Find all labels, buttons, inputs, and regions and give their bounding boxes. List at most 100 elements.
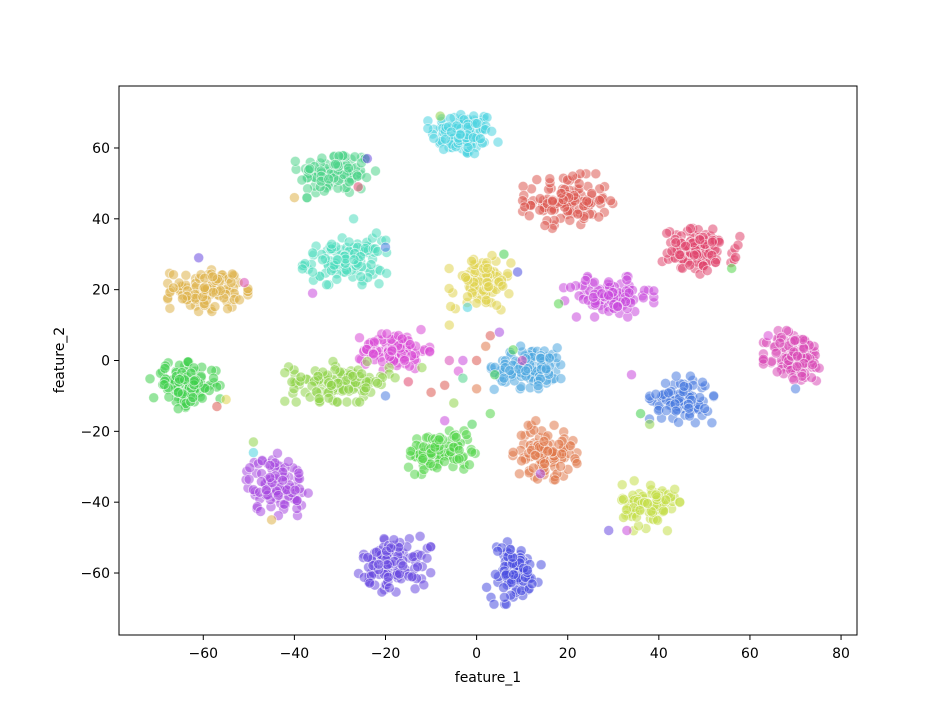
cluster-3-point <box>348 254 360 266</box>
y-axis-ticks: −60 −40 −20 0 20 40 60 <box>80 141 119 582</box>
scatter-point <box>489 369 501 381</box>
cluster-1-point <box>370 165 381 177</box>
cluster-17-point <box>645 479 656 491</box>
cluster-12-point <box>172 403 184 415</box>
cluster-17-point <box>634 504 646 516</box>
cluster-17-point <box>616 479 628 491</box>
scatter-point <box>425 386 437 398</box>
cluster-16-point <box>272 489 284 501</box>
cluster-13-point <box>683 402 695 414</box>
x-tick-label: 20 <box>559 646 577 662</box>
cluster-2-point <box>572 208 584 220</box>
cluster-3-point <box>343 236 355 248</box>
cluster-18-point <box>421 552 433 564</box>
cluster-7-point <box>565 281 576 293</box>
cluster-17-point <box>674 496 686 508</box>
cluster-2-point <box>564 214 576 226</box>
cluster-7-point <box>589 276 600 288</box>
cluster-16-point <box>302 487 314 499</box>
cluster-6-point <box>443 263 455 274</box>
cluster-0-point <box>486 125 498 137</box>
cluster-1-point <box>302 183 314 195</box>
cluster-9-point <box>807 359 818 371</box>
scatter-point <box>211 401 223 412</box>
cluster-11-point <box>360 382 372 394</box>
cluster-12-point <box>174 373 185 385</box>
cluster-14-point <box>463 459 475 471</box>
cluster-2-point <box>531 174 543 186</box>
cluster-11-point <box>290 396 302 408</box>
y-tick-label: −20 <box>80 424 110 440</box>
cluster-14-point <box>403 461 414 473</box>
cluster-12-point <box>148 392 160 404</box>
scatter-point <box>498 248 510 260</box>
cluster-13-point <box>699 403 711 414</box>
cluster-17-point <box>642 498 653 509</box>
cluster-1-point <box>301 192 313 204</box>
cluster-3-point <box>373 278 385 290</box>
cluster-4-point <box>674 249 685 261</box>
scatter-point <box>266 514 278 526</box>
scatter-point <box>439 415 451 427</box>
cluster-9-point <box>770 347 782 359</box>
cluster-11-point <box>389 372 401 384</box>
cluster-19-point <box>508 569 519 580</box>
cluster-19-point <box>481 582 493 593</box>
cluster-12-point <box>172 387 184 398</box>
cluster-9-point <box>774 337 786 349</box>
cluster-14-point <box>433 434 445 446</box>
x-axis-label: feature_1 <box>455 670 521 686</box>
cluster-7-point <box>589 311 600 323</box>
cluster-11-point <box>279 367 291 379</box>
scatter-point <box>247 447 259 459</box>
cluster-0-point <box>445 126 457 138</box>
cluster-18-point <box>385 542 397 554</box>
cluster-11-point <box>312 370 324 382</box>
cluster-2-point <box>594 194 605 206</box>
scatter-point <box>507 344 519 356</box>
cluster-8-point <box>386 345 398 357</box>
cluster-7-point <box>648 285 660 297</box>
cluster-19-point <box>535 559 547 571</box>
cluster-2-point <box>593 211 605 223</box>
cluster-0-point <box>471 118 483 129</box>
scatter-point <box>498 372 510 384</box>
cluster-12-point <box>158 379 170 391</box>
cluster-3-point <box>296 263 308 275</box>
cluster-5-point <box>207 286 219 298</box>
cluster-13-point <box>670 405 682 417</box>
cluster-15-point <box>538 435 550 447</box>
cluster-13-point <box>689 417 701 429</box>
x-axis-ticks: −60 −40 −20 0 20 40 60 80 <box>189 635 850 662</box>
cluster-15-point <box>529 449 541 461</box>
scatter-point <box>762 330 774 342</box>
scatter-point <box>416 362 428 374</box>
cluster-15-point <box>565 440 576 452</box>
cluster-18-point <box>373 558 385 570</box>
cluster-2-point <box>605 195 616 207</box>
cluster-11-point <box>361 356 373 367</box>
cluster-2-point <box>555 187 567 199</box>
cluster-16-point <box>293 467 305 479</box>
cluster-11-point <box>325 380 337 391</box>
cluster-17-point <box>652 515 663 526</box>
cluster-5-point <box>209 301 221 313</box>
scatter-point <box>443 355 455 366</box>
cluster-18-point <box>425 541 437 553</box>
scatter-point <box>462 301 473 313</box>
cluster-17-point <box>633 520 644 532</box>
cluster-6-point <box>460 271 471 283</box>
cluster-12-point <box>159 362 171 374</box>
cluster-2-point <box>544 173 556 185</box>
cluster-3-point <box>331 273 343 285</box>
cluster-1-point <box>296 174 308 186</box>
cluster-1-point <box>361 172 373 183</box>
scatter-point <box>238 277 250 289</box>
cluster-7-point <box>621 274 633 286</box>
scatter-point <box>726 262 738 274</box>
cluster-8-point <box>381 328 393 340</box>
cluster-11-point <box>354 396 366 408</box>
scatter-point <box>402 376 414 388</box>
cluster-16-point <box>260 484 272 496</box>
scatter-point <box>516 355 528 366</box>
